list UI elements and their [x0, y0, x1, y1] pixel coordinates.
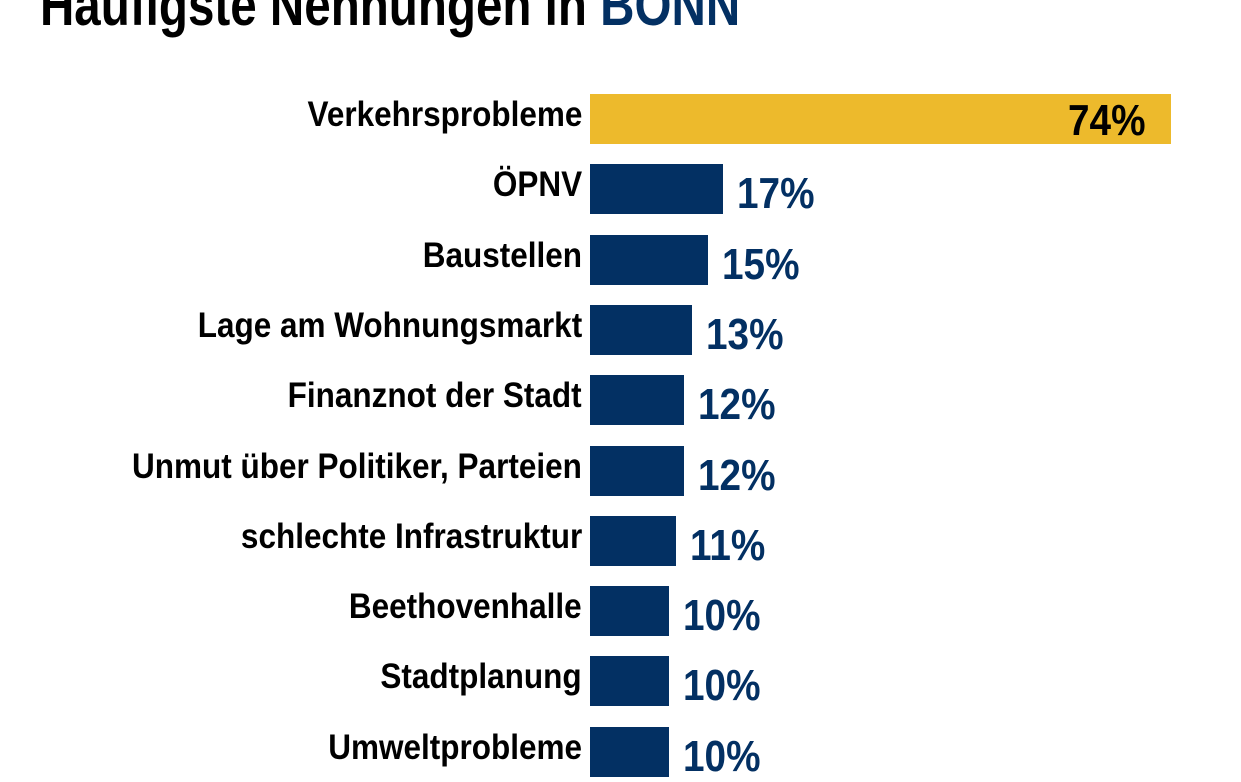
value-label: 10% — [682, 591, 761, 641]
bar — [590, 515, 677, 566]
value-label: 17% — [737, 169, 815, 219]
category-label: Stadtplanung — [380, 657, 582, 697]
chart-title: Häufigste Nennungen in BONN — [40, 0, 740, 39]
value-label: 10% — [682, 731, 761, 781]
category-label: Verkehrsprobleme — [307, 95, 582, 134]
value-label: 10% — [682, 661, 761, 711]
bar — [590, 234, 708, 285]
bar — [590, 304, 693, 355]
category-label: Unmut über Politiker, Parteien — [132, 446, 582, 486]
value-label: 11% — [690, 520, 766, 570]
bar — [590, 94, 1171, 144]
category-label: Finanznot der Stadt — [288, 376, 582, 416]
bar — [590, 586, 669, 637]
value-label: 15% — [721, 239, 800, 289]
bar — [590, 164, 724, 215]
bar — [590, 445, 685, 496]
chart-title-highlight: BONN — [600, 0, 741, 38]
category-label: Beethovenhalle — [349, 587, 582, 627]
category-label: Baustellen — [422, 235, 582, 275]
value-label: 12% — [698, 380, 776, 430]
value-label: 13% — [706, 309, 784, 359]
value-label: 74% — [1067, 96, 1146, 145]
value-label: 12% — [698, 450, 776, 500]
category-label: Umweltprobleme — [328, 727, 582, 767]
category-label: ÖPNV — [492, 165, 582, 205]
bar — [590, 656, 669, 707]
category-label: Lage am Wohnungsmarkt — [197, 305, 582, 345]
bar — [590, 375, 685, 426]
category-label: schlechte Infrastruktur — [240, 516, 582, 556]
bar — [590, 726, 669, 777]
